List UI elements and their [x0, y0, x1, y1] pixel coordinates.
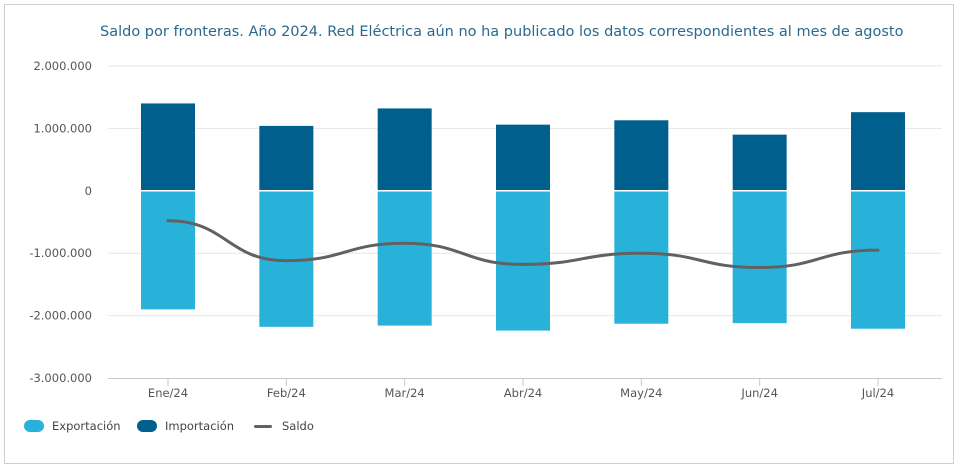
y-tick-label: 1.000.000 [33, 121, 92, 135]
legend-swatch-exportacion [24, 420, 44, 432]
bar-exportacion [732, 190, 787, 324]
x-tick-label: Ene/24 [148, 386, 188, 400]
y-tick-label: 2.000.000 [33, 59, 92, 73]
bar-importacion [259, 125, 314, 191]
bar-importacion [614, 120, 669, 191]
bar-importacion [732, 134, 787, 191]
chart-title: Saldo por fronteras. Año 2024. Red Eléct… [100, 24, 904, 40]
x-tick-label: Jun/24 [740, 386, 777, 400]
legend-line-saldo [254, 424, 272, 428]
bar-importacion [141, 103, 195, 191]
legend-label-saldo: Saldo [282, 419, 314, 433]
bar-importacion [851, 112, 905, 191]
y-tick-label: 0 [85, 184, 92, 198]
axis-layer [108, 378, 942, 386]
x-tick-label: Jul/24 [861, 386, 894, 400]
saldo-line [166, 219, 880, 270]
bar-exportacion [141, 190, 195, 310]
bar-exportacion [614, 190, 669, 324]
line-layer [166, 219, 880, 270]
bar-layer [108, 103, 942, 331]
bar-exportacion [851, 190, 905, 329]
y-tick-label: -2.000.000 [29, 309, 92, 323]
x-tick-label: Abr/24 [504, 386, 542, 400]
label-layer: 2.000.000 1.000.000 0 -1.000.000 -2.000.000 -… [29, 59, 894, 400]
bar-importacion [496, 124, 550, 191]
x-tick-label: Mar/24 [385, 386, 425, 400]
x-tick-label: May/24 [620, 386, 662, 400]
legend-label-importacion: Importación [165, 419, 235, 433]
bar-exportacion [377, 190, 432, 326]
legend-item-exportacion[interactable]: Exportación [24, 419, 121, 433]
legend-item-importacion[interactable]: Importación [137, 419, 234, 433]
legend-label-exportacion: Exportación [52, 419, 121, 433]
y-tick-label: -3.000.000 [29, 371, 92, 385]
legend-swatch-importacion [137, 420, 157, 432]
bar-importacion [377, 108, 432, 191]
y-tick-label: -1.000.000 [29, 246, 92, 260]
bar-exportacion [496, 190, 550, 331]
x-tick-label: Feb/24 [267, 386, 306, 400]
legend-item-saldo[interactable]: Saldo [254, 419, 314, 433]
